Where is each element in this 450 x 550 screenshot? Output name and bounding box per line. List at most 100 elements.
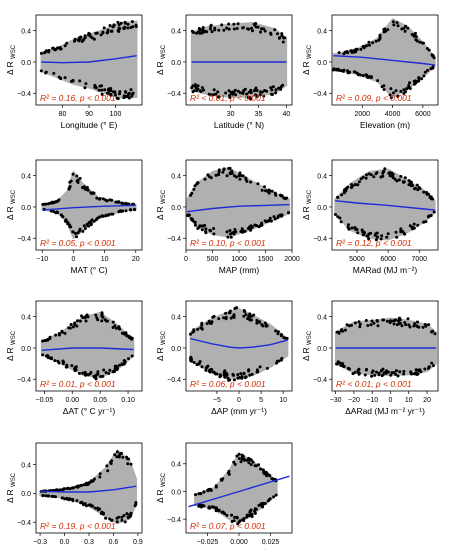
data-point [60,329,64,333]
y-tick-label: 0.0 [21,491,31,498]
data-point [71,172,75,176]
data-point [372,321,376,325]
x-tick-label: −0.05 [36,397,54,404]
x-tick-label: 100 [110,111,122,118]
data-point [351,372,355,376]
data-point [114,93,117,97]
data-point [361,45,365,49]
data-point [81,229,85,233]
data-point [385,235,389,239]
data-point [238,177,242,181]
x-tick-label: −20 [348,397,360,404]
x-tick-label: 0.05 [93,397,107,404]
data-point [225,174,229,178]
data-point [59,213,63,217]
data-point [83,36,87,40]
data-point [205,322,209,326]
x-tick-label: 2000 [284,256,300,263]
data-point [273,217,277,221]
plot-area [39,449,138,525]
data-point [259,90,262,94]
data-point [277,86,281,90]
data-point [217,173,221,177]
data-point [402,369,406,373]
data-point [48,337,52,340]
data-point [254,22,258,25]
data-point [240,227,244,231]
data-point [89,220,92,224]
data-point [64,218,68,222]
data-point [274,329,278,333]
x-tick-label: 0.10 [121,397,135,404]
data-point [104,371,108,375]
fit-line [40,485,137,493]
data-point [104,198,108,202]
data-point [79,35,83,39]
data-point [232,22,236,26]
data-point [224,317,228,321]
data-point [236,22,240,26]
data-point [380,374,384,378]
data-point [385,319,389,323]
data-point [418,40,422,44]
data-point [106,213,110,217]
data-point [235,516,239,520]
x-tick-label: −0.025 [197,539,219,546]
data-point [412,222,416,226]
data-point [224,91,228,95]
data-point [192,187,196,191]
data-point [402,180,406,184]
data-point [200,365,204,369]
data-point [279,334,283,338]
data-point [214,485,218,489]
data-point [222,167,226,171]
data-point [243,87,247,91]
data-point [415,324,419,328]
data-point [365,75,369,79]
data-point [353,226,357,229]
chart-panel-10: 0.4 0.0 −0.4 −0.3 0.0 0.3 0.6 0.9 MNDVImax Δ R WS… [5,442,143,550]
x-tick-label: 10 [101,256,109,263]
data-point [111,25,115,29]
data-point [116,97,120,101]
data-point [364,368,368,372]
x-tick-label: 0.00 [65,397,79,404]
data-point [204,230,207,233]
data-point [371,41,375,45]
data-point [339,69,343,73]
fit-line [187,203,290,213]
data-point [86,315,90,319]
data-point [197,225,201,229]
data-point [429,214,433,217]
data-point [87,224,91,228]
data-point [232,90,236,94]
stats-annotation: R² = 0.01, p < 0.001 [40,379,116,389]
data-point [226,235,230,239]
y-tick-label: −0.4 [167,236,181,243]
data-point [274,91,278,95]
data-point [416,80,420,83]
data-point [249,228,253,232]
y-tick-label: −0.4 [313,91,327,98]
data-point [206,364,210,368]
data-point [422,74,426,78]
data-point [94,86,98,90]
data-point [388,171,392,175]
data-point [427,365,431,369]
data-point [370,319,374,323]
y-axis-label: Δ R WSC [5,44,17,75]
data-point [249,88,253,92]
data-point [278,213,282,217]
data-point [202,88,206,92]
data-point [126,22,130,26]
y-tick-label: −0.4 [167,91,181,98]
data-point [51,46,55,50]
data-point [227,472,231,476]
data-point [350,51,354,54]
data-point [134,501,138,504]
data-point [378,35,382,39]
data-point [66,486,70,490]
data-point [227,89,231,93]
x-tick-label: 0 [184,256,188,263]
data-point [76,38,80,42]
